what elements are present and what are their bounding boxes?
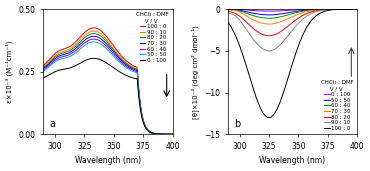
X-axis label: Wavelength (nm): Wavelength (nm) [75, 156, 141, 166]
Text: b: b [234, 119, 240, 129]
Y-axis label: ε×10⁻³ (M⁻¹cm⁻¹): ε×10⁻³ (M⁻¹cm⁻¹) [6, 40, 13, 103]
X-axis label: Wavelength (nm): Wavelength (nm) [259, 156, 326, 166]
Legend: 0 : 100, 50 : 50, 60 : 40, 70 : 30, 80 : 20, 90 : 10, 100 : 0: 0 : 100, 50 : 50, 60 : 40, 70 : 30, 80 :… [320, 80, 354, 131]
Text: a: a [50, 119, 56, 129]
Y-axis label: [θ]×10⁻⁴ (deg cm² dmol⁻¹): [θ]×10⁻⁴ (deg cm² dmol⁻¹) [191, 25, 199, 119]
Legend: 100 : 0, 90 : 10, 80 : 20, 70 : 30, 60 : 40, 50 : 50, 0 : 100: 100 : 0, 90 : 10, 80 : 20, 70 : 30, 60 :… [136, 12, 170, 63]
